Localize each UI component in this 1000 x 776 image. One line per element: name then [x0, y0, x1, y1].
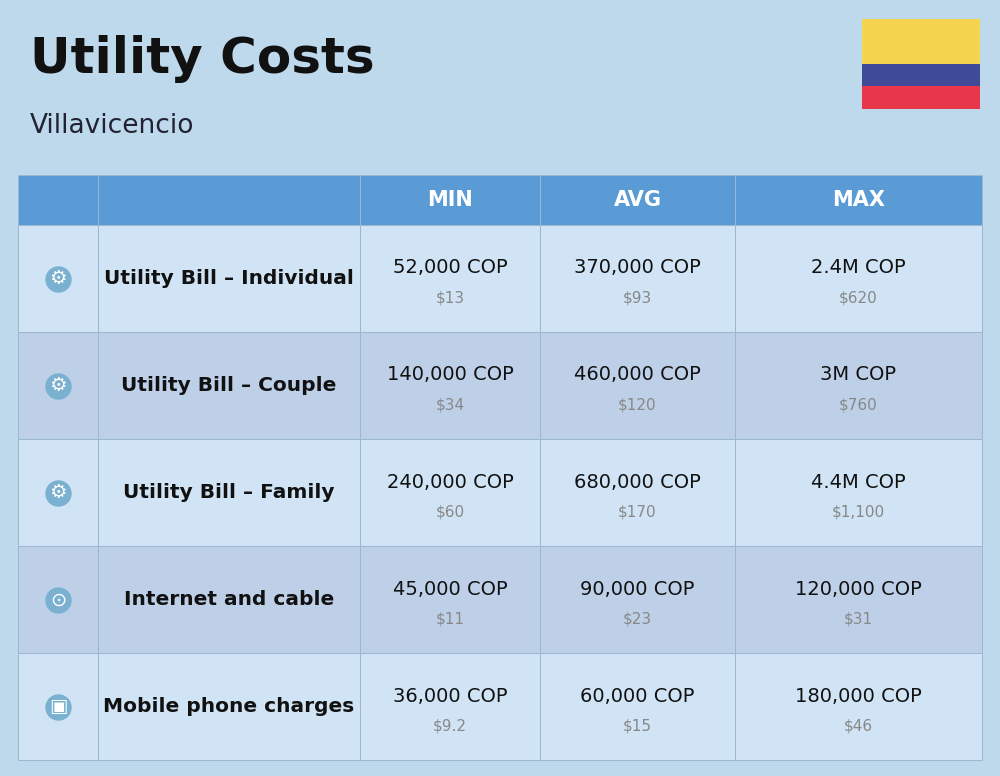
Bar	[735, 546, 982, 653]
Text: ⚙: ⚙	[49, 483, 67, 502]
Bar	[98, 225, 360, 332]
Bar	[360, 546, 540, 653]
Bar	[540, 332, 735, 439]
Bar	[540, 175, 735, 225]
Bar	[98, 175, 360, 225]
Bar	[98, 653, 360, 760]
Text: Villavicencio: Villavicencio	[30, 113, 194, 139]
Text: 2.4M COP: 2.4M COP	[811, 258, 906, 277]
Text: $31: $31	[844, 611, 873, 627]
Bar	[862, 64, 980, 86]
Text: 180,000 COP: 180,000 COP	[795, 687, 922, 705]
Bar	[862, 86, 980, 109]
Text: 370,000 COP: 370,000 COP	[574, 258, 701, 277]
Text: Internet and cable: Internet and cable	[124, 591, 334, 609]
Text: $23: $23	[623, 611, 652, 627]
Text: 45,000 COP: 45,000 COP	[393, 580, 507, 598]
Bar	[18, 653, 98, 760]
Text: $170: $170	[618, 504, 657, 520]
Text: MAX: MAX	[832, 190, 885, 210]
Text: $120: $120	[618, 397, 657, 413]
Text: 4.4M COP: 4.4M COP	[811, 473, 906, 491]
Bar	[540, 225, 735, 332]
Bar	[540, 546, 735, 653]
Text: $93: $93	[623, 290, 652, 306]
Bar	[98, 439, 360, 546]
Bar	[735, 653, 982, 760]
Text: 680,000 COP: 680,000 COP	[574, 473, 701, 491]
Bar	[862, 19, 980, 64]
Text: $13: $13	[435, 290, 465, 306]
Bar	[360, 332, 540, 439]
Text: $34: $34	[435, 397, 465, 413]
Bar	[98, 332, 360, 439]
Bar	[360, 439, 540, 546]
Text: $760: $760	[839, 397, 878, 413]
Bar	[735, 439, 982, 546]
Text: 120,000 COP: 120,000 COP	[795, 580, 922, 598]
Text: ▣: ▣	[49, 698, 67, 716]
Bar	[360, 175, 540, 225]
Text: 140,000 COP: 140,000 COP	[387, 365, 513, 384]
Text: $11: $11	[436, 611, 464, 627]
Text: 36,000 COP: 36,000 COP	[393, 687, 507, 705]
Bar	[18, 225, 98, 332]
Bar	[735, 332, 982, 439]
Text: ⚙: ⚙	[49, 269, 67, 288]
Bar	[18, 332, 98, 439]
Text: 460,000 COP: 460,000 COP	[574, 365, 701, 384]
Text: ⊙: ⊙	[50, 591, 66, 609]
Bar	[735, 225, 982, 332]
Text: Utility Bill – Family: Utility Bill – Family	[123, 483, 335, 502]
Bar	[18, 546, 98, 653]
Bar	[540, 653, 735, 760]
Text: $1,100: $1,100	[832, 504, 885, 520]
Bar	[735, 175, 982, 225]
Text: 90,000 COP: 90,000 COP	[580, 580, 695, 598]
Text: AVG: AVG	[614, 190, 662, 210]
Bar	[18, 439, 98, 546]
Text: 240,000 COP: 240,000 COP	[387, 473, 513, 491]
Text: $60: $60	[435, 504, 465, 520]
Text: 60,000 COP: 60,000 COP	[580, 687, 695, 705]
Text: $9.2: $9.2	[433, 719, 467, 734]
Bar	[98, 546, 360, 653]
Text: Utility Bill – Couple: Utility Bill – Couple	[121, 376, 337, 395]
Text: Utility Bill – Individual: Utility Bill – Individual	[104, 269, 354, 288]
Text: $620: $620	[839, 290, 878, 306]
Text: MIN: MIN	[427, 190, 473, 210]
Text: 3M COP: 3M COP	[820, 365, 896, 384]
Bar	[18, 175, 98, 225]
Bar	[360, 653, 540, 760]
Text: 52,000 COP: 52,000 COP	[393, 258, 507, 277]
Text: $15: $15	[623, 719, 652, 734]
Bar	[360, 225, 540, 332]
Text: $46: $46	[844, 719, 873, 734]
Text: ⚙: ⚙	[49, 376, 67, 395]
Bar	[540, 439, 735, 546]
Text: Utility Costs: Utility Costs	[30, 35, 375, 83]
Text: Mobile phone charges: Mobile phone charges	[103, 698, 355, 716]
